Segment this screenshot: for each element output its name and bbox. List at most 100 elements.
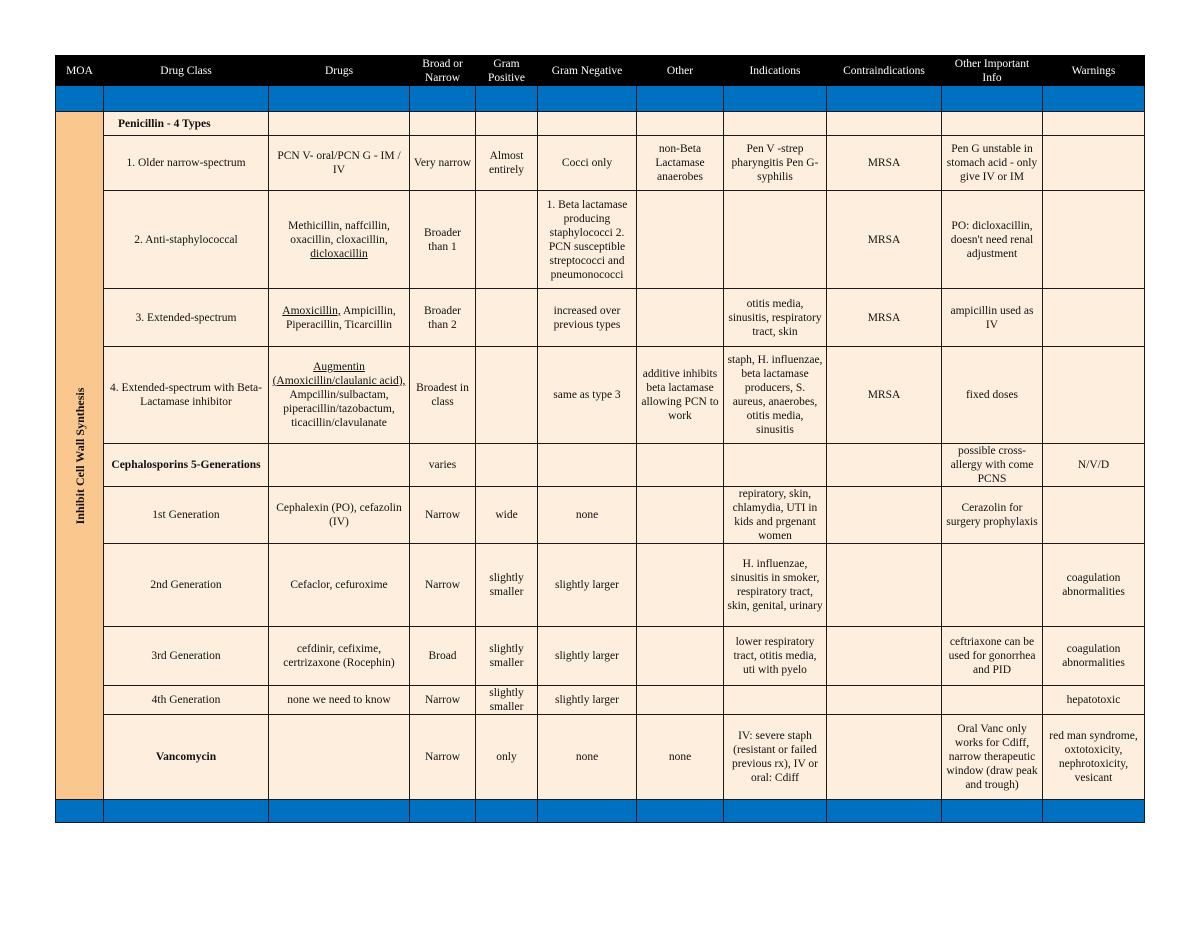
table-cell: [723, 190, 827, 289]
table-row: 2nd Generation Cefaclor, cefuroxime Narrow…: [56, 543, 1145, 627]
table-cell: staph, H. influenzae, beta lactamase pro…: [723, 346, 827, 444]
table-cell: [636, 626, 724, 686]
table-cell: [268, 443, 410, 487]
table-row: 2. Anti-staphylococcal Methicillin, naffc…: [56, 190, 1145, 289]
table-cell: lower respiratory tract, otitis media, u…: [723, 626, 827, 686]
moa-label: Inhibit Cell Wall Synthesis: [72, 387, 87, 524]
table-cell: [537, 443, 637, 487]
table-cell: MRSA: [826, 190, 942, 289]
table-cell: [636, 443, 724, 487]
table-cell: 2nd Generation: [103, 543, 269, 627]
table-cell: [826, 714, 942, 800]
table-cell: [636, 543, 724, 627]
table-cell: [1042, 346, 1145, 444]
table-cell: 2. Anti-staphylococcal: [103, 190, 269, 289]
table-cell: [268, 111, 410, 136]
column-header: Gram Positive: [475, 55, 538, 86]
table-cell: [1042, 190, 1145, 289]
table-cell: Narrow: [409, 685, 476, 715]
cell-text: Ampicillin, Piperacillin, Ticarcillin: [285, 304, 396, 331]
band-cell: [826, 799, 942, 823]
column-header: MOA: [55, 55, 104, 86]
table-cell: H. influenzae, sinusitis in smoker, resp…: [723, 543, 827, 627]
table-cell: [475, 111, 538, 136]
table-cell: 4th Generation: [103, 685, 269, 715]
table-cell: fixed doses: [941, 346, 1043, 444]
table-cell: [636, 685, 724, 715]
cell-text: Ampcillin/sulbactam, piperacillin/tazoba…: [283, 389, 395, 429]
band-cell: [1042, 799, 1145, 823]
table-cell: Penicillin - 4 Types: [103, 111, 269, 136]
header-row: MOA Drug Class Drugs Broad or Narrow Gram Po…: [55, 55, 1145, 86]
table-cell: Cephalosporins 5-Generations: [103, 443, 269, 487]
table-cell: coagulation abnormalities: [1042, 543, 1145, 627]
band-cell: [409, 799, 476, 823]
band-cell: [537, 799, 637, 823]
table-cell: [826, 685, 942, 715]
table-cell: PO: dicloxacillin, doesn't need renal ad…: [941, 190, 1043, 289]
cell-text: Amoxicillin,: [282, 304, 341, 317]
table-cell: N/V/D: [1042, 443, 1145, 487]
table-cell: Very narrow: [409, 135, 476, 191]
band-cell: [636, 85, 724, 112]
band-cell: [268, 799, 410, 823]
band-cell: [475, 85, 538, 112]
table-cell: Cephalexin (PO), cefazolin (IV): [268, 486, 410, 544]
column-header: Drug Class: [103, 55, 269, 86]
table-row: Vancomycin Narrow only none none IV: severe s…: [56, 714, 1145, 800]
table-cell: cefdinir, cefixime, certrizaxone (Roceph…: [268, 626, 410, 686]
column-header: Other: [636, 55, 724, 86]
table-cell: [826, 111, 942, 136]
table-cell: MRSA: [826, 135, 942, 191]
table-cell: [723, 685, 827, 715]
table-cell: 1st Generation: [103, 486, 269, 544]
table-row: 4th Generation none we need to know Narrow…: [56, 685, 1145, 715]
band-cell: [941, 799, 1043, 823]
table-cell: additive inhibits beta lactamase allowin…: [636, 346, 724, 444]
column-header: Gram Negative: [537, 55, 637, 86]
table-cell: Narrow: [409, 714, 476, 800]
table-cell: 4. Extended-spectrum with Beta-Lactamase…: [103, 346, 269, 444]
table-cell: none: [636, 714, 724, 800]
table-cell: [475, 346, 538, 444]
band-cell: [826, 85, 942, 112]
band-cell: [268, 85, 410, 112]
table-cell: varies: [409, 443, 476, 487]
band-cell: [103, 85, 269, 112]
table-row: 3. Extended-spectrum Amoxicillin, Ampicil…: [56, 288, 1145, 347]
table-row: 4. Extended-spectrum with Beta-Lactamase…: [56, 346, 1145, 444]
table-cell: [409, 111, 476, 136]
table-cell: Narrow: [409, 543, 476, 627]
table-cell: slightly larger: [537, 543, 637, 627]
table-cell: [941, 543, 1043, 627]
table-cell: slightly smaller: [475, 626, 538, 686]
table-cell: Broader than 1: [409, 190, 476, 289]
table-cell: [636, 111, 724, 136]
table-cell: [826, 543, 942, 627]
table-cell: Augmentin (Amoxicillin/claulanic acid), …: [268, 346, 410, 444]
table-row: Inhibit Cell Wall Synthesis Penicillin - …: [55, 111, 1145, 800]
table-cell: Cocci only: [537, 135, 637, 191]
table-cell: Broader than 2: [409, 288, 476, 347]
table-cell: Broad: [409, 626, 476, 686]
table-cell: [1042, 135, 1145, 191]
table-cell: slightly larger: [537, 685, 637, 715]
table-cell: [636, 288, 724, 347]
table-cell: none we need to know: [268, 685, 410, 715]
section-band: [55, 85, 1145, 112]
table-cell: Oral Vanc only works for Cdiff, narrow t…: [941, 714, 1043, 800]
table-cell: 3. Extended-spectrum: [103, 288, 269, 347]
table-cell: [636, 190, 724, 289]
cell-text: Augmentin (Amoxicillin/claulanic acid),: [272, 361, 406, 387]
table-cell: red man syndrome, oxtotoxicity, nephroto…: [1042, 714, 1145, 800]
table-cell: Amoxicillin, Ampicillin, Piperacillin, T…: [268, 288, 410, 347]
cell-text: Methicillin, naffcillin, oxacillin, clox…: [288, 219, 390, 246]
table-cell: slightly smaller: [475, 543, 538, 627]
column-header: Warnings: [1042, 55, 1145, 86]
table-cell: Cefaclor, cefuroxime: [268, 543, 410, 627]
table-cell: [723, 111, 827, 136]
table-cell: PCN V- oral/PCN G - IM / IV: [268, 135, 410, 191]
table-cell: [826, 486, 942, 544]
table-cell: ampicillin used as IV: [941, 288, 1043, 347]
table-cell: [941, 685, 1043, 715]
